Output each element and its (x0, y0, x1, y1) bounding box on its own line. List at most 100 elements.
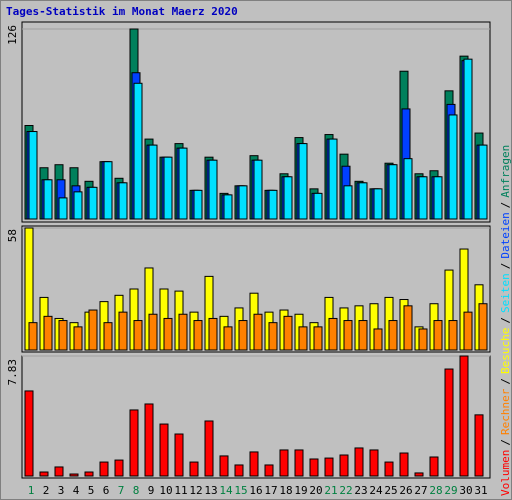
bar (418, 328, 428, 351)
x-tick-label: 17 (264, 484, 277, 497)
x-tick-label: 29 (444, 484, 457, 497)
bar (294, 449, 304, 477)
bar (223, 194, 233, 220)
x-tick-label: 22 (339, 484, 352, 497)
bar (358, 320, 368, 351)
bar (193, 320, 203, 351)
bar (249, 451, 259, 477)
bar (339, 454, 349, 477)
bar (384, 461, 394, 477)
x-tick-label: 31 (474, 484, 487, 497)
bar (148, 144, 158, 220)
bar (54, 466, 64, 477)
legend-entry: Rechner (499, 388, 512, 435)
x-tick-label: 8 (133, 484, 140, 497)
bar (88, 309, 98, 351)
legend-entry: Dateien (499, 212, 512, 258)
bar (354, 447, 364, 477)
bar (253, 313, 263, 351)
bar (414, 472, 424, 477)
x-tick-label: 9 (148, 484, 155, 497)
bar (114, 459, 124, 477)
bar (298, 326, 308, 351)
bar (388, 164, 398, 220)
bar (448, 320, 458, 351)
bar (403, 305, 413, 351)
x-tick-label: 10 (159, 484, 172, 497)
x-tick-label: 21 (324, 484, 337, 497)
bar (238, 185, 248, 220)
bar (118, 311, 128, 351)
bar (144, 403, 154, 477)
bar (283, 315, 293, 351)
bar (418, 176, 428, 220)
x-tick-label: 3 (58, 484, 65, 497)
bar (238, 320, 248, 351)
bar (174, 433, 184, 477)
x-tick-label: 19 (294, 484, 307, 497)
x-tick-label: 13 (204, 484, 217, 497)
bar (478, 303, 488, 351)
x-tick-label: 18 (279, 484, 292, 497)
bar (189, 461, 199, 477)
bar (73, 326, 83, 351)
bar (43, 179, 53, 220)
y-tick-label: 58 (6, 229, 19, 242)
x-tick-label: 15 (234, 484, 247, 497)
bar (309, 458, 319, 477)
x-tick-label: 16 (249, 484, 262, 497)
bar (403, 158, 413, 220)
bar (88, 186, 98, 220)
bar (358, 182, 368, 220)
bar (463, 311, 473, 351)
bar (373, 188, 383, 220)
legend-entry: Anfragen (499, 145, 512, 198)
bar (204, 420, 214, 477)
y-tick-label: 126 (6, 25, 19, 45)
x-tick-label: 30 (459, 484, 472, 497)
bar (99, 461, 109, 477)
legend: Volumen / Rechner / Besuche / Seiten / Dateien / A… (499, 145, 512, 496)
bar (343, 320, 353, 351)
x-tick-label: 23 (354, 484, 367, 497)
x-tick-label: 26 (399, 484, 412, 497)
x-tick-label: 25 (384, 484, 397, 497)
bar (459, 355, 469, 477)
bar (129, 409, 139, 477)
bar (478, 144, 488, 220)
bar (313, 192, 323, 220)
bar (313, 326, 323, 351)
bar (178, 313, 188, 351)
bar (429, 456, 439, 477)
bar (193, 189, 203, 220)
bar (448, 114, 458, 220)
bar (208, 317, 218, 351)
legend-separator: / (499, 317, 512, 324)
y-tick-label: 7.83 (6, 359, 19, 386)
bar (118, 182, 128, 220)
bar (73, 191, 83, 220)
legend-entry: Volumen (499, 450, 512, 496)
x-tick-label: 6 (103, 484, 110, 497)
bar (39, 471, 49, 477)
legend-separator: / (499, 202, 512, 209)
x-tick-label: 4 (73, 484, 80, 497)
bar (463, 58, 473, 220)
legend-separator: / (499, 378, 512, 385)
bar (343, 185, 353, 220)
x-tick-label: 24 (369, 484, 383, 497)
legend-entry: Seiten (499, 273, 512, 313)
legend-separator: / (499, 263, 512, 270)
bar (328, 317, 338, 351)
legend-separator: / (499, 439, 512, 446)
bar (264, 464, 274, 477)
bar (84, 471, 94, 477)
x-tick-label: 14 (219, 484, 233, 497)
bar (268, 189, 278, 220)
bar (324, 457, 334, 477)
bar (283, 176, 293, 220)
bar (234, 464, 244, 477)
bar (298, 143, 308, 220)
bar (58, 197, 68, 220)
